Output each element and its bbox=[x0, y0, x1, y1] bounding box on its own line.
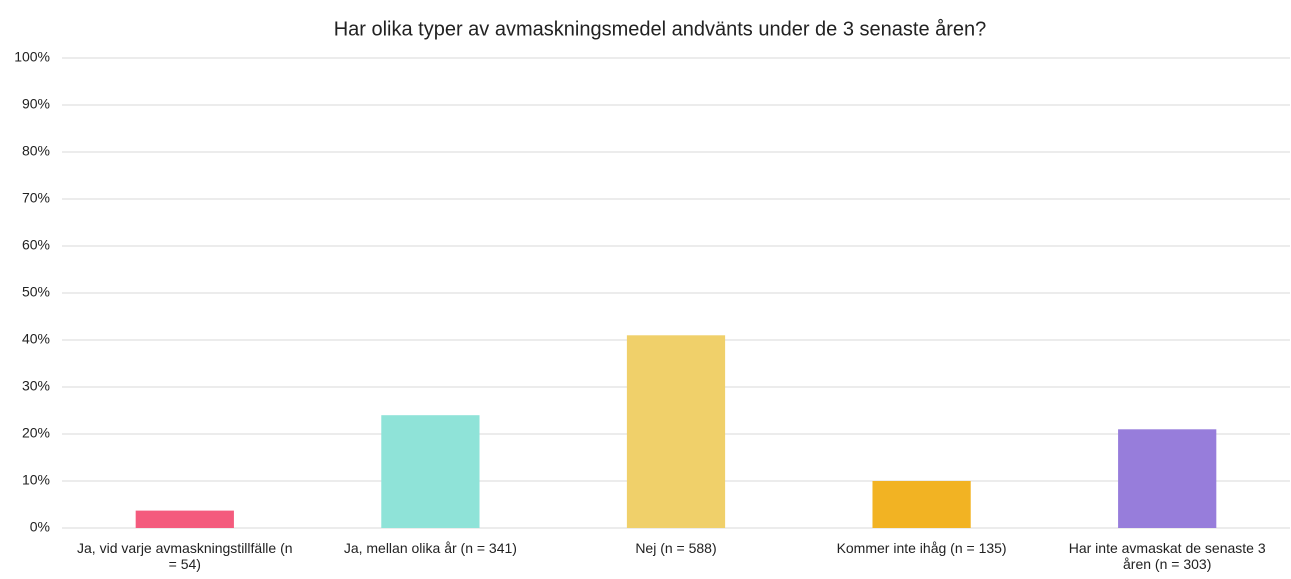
x-tick-label: Kommer inte ihåg (n = 135) bbox=[836, 540, 1007, 556]
y-tick-label: 30% bbox=[22, 378, 50, 394]
y-tick-label: 60% bbox=[22, 237, 50, 253]
chart-title: Har olika typer av avmaskningsmedel andv… bbox=[334, 18, 987, 40]
y-tick-label: 0% bbox=[30, 519, 50, 535]
y-tick-label: 100% bbox=[14, 49, 50, 65]
y-tick-label: 80% bbox=[22, 143, 50, 159]
bar bbox=[135, 510, 234, 528]
bar bbox=[872, 481, 971, 528]
x-tick-label: Har inte avmaskat de senaste 3 åren (n =… bbox=[1068, 540, 1266, 572]
y-tick-label: 90% bbox=[22, 96, 50, 112]
bar bbox=[1118, 429, 1217, 528]
bar bbox=[381, 415, 480, 528]
x-tick-label: Ja, vid varje avmaskningstillfälle (n = … bbox=[77, 540, 293, 572]
y-tick-label: 70% bbox=[22, 190, 50, 206]
y-tick-label: 20% bbox=[22, 425, 50, 441]
bar bbox=[626, 335, 726, 528]
y-tick-label: 50% bbox=[22, 284, 50, 300]
y-tick-label: 40% bbox=[22, 331, 50, 347]
y-tick-label: 10% bbox=[22, 472, 50, 488]
x-tick-label: Ja, mellan olika år (n = 341) bbox=[343, 540, 517, 556]
x-tick-label: Nej (n = 588) bbox=[635, 540, 717, 556]
